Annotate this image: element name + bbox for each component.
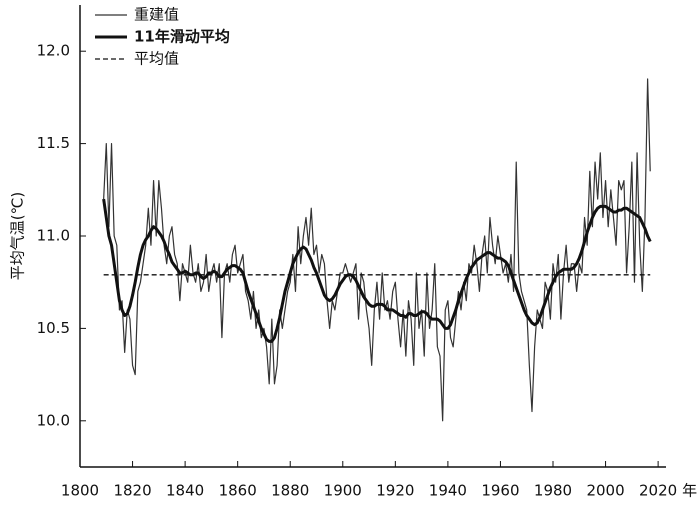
x-tick-label: 1880 <box>271 482 309 500</box>
legend-label: 重建值 <box>134 6 179 24</box>
x-tick-label: 1980 <box>534 482 572 500</box>
legend-label: 平均值 <box>134 50 179 68</box>
x-tick-label: 1900 <box>324 482 362 500</box>
y-tick-label: 12.0 <box>37 42 70 60</box>
x-tick-label: 1960 <box>481 482 519 500</box>
x-tick-label: 1840 <box>166 482 204 500</box>
x-tick-label: 1820 <box>113 482 151 500</box>
x-tick-label: 1800 <box>61 482 99 500</box>
x-tick-label: 2020 <box>639 482 677 500</box>
x-axis-label: 年 <box>682 482 697 500</box>
x-tick-label: 1940 <box>429 482 467 500</box>
legend-label: 11年滑动平均 <box>134 28 230 46</box>
y-tick-label: 11.0 <box>37 227 70 245</box>
y-axis-label: 平均气温(℃) <box>9 192 27 281</box>
x-tick-label: 2000 <box>586 482 624 500</box>
series-line <box>103 78 651 422</box>
series-line <box>102 198 652 343</box>
x-tick-label: 1860 <box>219 482 257 500</box>
y-tick-label: 10.0 <box>37 411 70 429</box>
y-tick-label: 11.5 <box>37 134 70 152</box>
x-tick-label: 1920 <box>376 482 414 500</box>
y-tick-label: 10.5 <box>37 319 70 337</box>
